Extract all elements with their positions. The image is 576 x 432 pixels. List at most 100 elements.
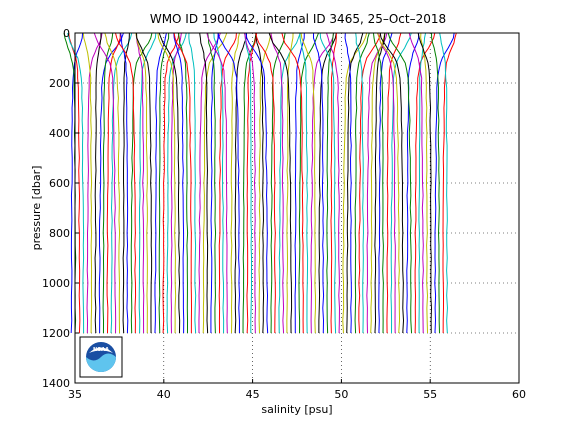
salinity-profile-line	[312, 32, 325, 334]
salinity-profile-line	[420, 32, 429, 334]
salinity-profile-line	[379, 32, 405, 334]
salinity-profile-line	[173, 32, 185, 334]
salinity-profile-line	[358, 32, 382, 334]
salinity-profile-line	[157, 32, 177, 334]
logo-text: NOAA	[93, 347, 109, 353]
salinity-profile-line	[98, 32, 124, 334]
salinity-profile-line	[310, 32, 335, 334]
salinity-profile-line	[104, 32, 121, 334]
salinity-profile-line	[245, 32, 269, 334]
salinity-profile-line	[408, 32, 424, 334]
salinity-profile-line	[158, 32, 170, 334]
salinity-profile-line	[370, 32, 386, 334]
salinity-profile-line	[86, 32, 103, 334]
salinity-profile-line	[299, 32, 309, 334]
salinity-profile-line	[418, 32, 427, 334]
salinity-profile-line	[430, 32, 440, 334]
salinity-profile-line	[355, 32, 364, 334]
y-tick-label: 800	[49, 227, 70, 240]
salinity-profile-line	[255, 32, 265, 334]
salinity-profile-line	[199, 32, 209, 334]
salinity-profile-line	[258, 32, 272, 334]
salinity-profile-line	[281, 32, 304, 334]
salinity-profile-line	[218, 32, 237, 334]
y-tick-label: 400	[49, 127, 70, 140]
salinity-profile-line	[366, 32, 388, 334]
chart-title: WMO ID 1900442, internal ID 3465, 25–Oct…	[150, 12, 446, 26]
salinity-profile-line	[67, 32, 85, 334]
x-tick-label: 45	[246, 388, 260, 401]
salinity-profile-line	[417, 32, 432, 334]
x-axis-label: salinity [psu]	[261, 403, 332, 416]
x-tick-label: 40	[157, 388, 171, 401]
salinity-profile-line	[318, 32, 337, 334]
salinity-profile-line	[390, 32, 412, 334]
salinity-profile-line	[198, 32, 221, 334]
plot-area	[75, 33, 519, 383]
salinity-profile-line	[82, 32, 93, 334]
salinity-profile-line	[270, 32, 285, 334]
salinity-profile-line	[377, 32, 396, 334]
salinity-profile-line	[207, 32, 217, 334]
salinity-profile-line	[319, 32, 337, 334]
y-tick-label: 1200	[42, 327, 70, 340]
salinity-profile-line	[255, 32, 276, 334]
salinity-profile-line	[119, 32, 129, 334]
salinity-profile-line	[135, 32, 145, 334]
salinity-profile-line	[154, 32, 167, 334]
x-tick-label: 55	[423, 388, 437, 401]
salinity-profile-line	[268, 32, 293, 334]
salinity-profile-line	[270, 32, 286, 334]
salinity-profile-line	[387, 32, 413, 334]
y-tick-label: 600	[49, 177, 70, 190]
salinity-profile-line	[173, 32, 193, 334]
y-axis-label: pressure [dbar]	[30, 166, 43, 251]
x-tick-label: 35	[68, 388, 82, 401]
salinity-profile-line	[286, 32, 294, 334]
salinity-profile-line	[378, 32, 393, 334]
x-tick-label: 50	[334, 388, 348, 401]
salinity-profile-line	[439, 32, 448, 334]
y-tick-label: 0	[63, 27, 70, 40]
series-group	[63, 32, 457, 334]
salinity-profile-line	[300, 32, 317, 334]
salinity-profile-line	[135, 32, 148, 334]
salinity-profile-line	[346, 32, 364, 334]
salinity-profile-line	[434, 32, 455, 334]
y-tick-label: 1000	[42, 277, 70, 290]
salinity-profile-line	[234, 32, 248, 334]
salinity-profile-line	[138, 32, 157, 334]
salinity-profile-line	[93, 32, 117, 334]
salinity-profile-line	[206, 32, 228, 334]
plot-frame	[74, 32, 520, 384]
y-tick-label: 1400	[42, 377, 70, 390]
salinity-profile-line	[344, 32, 352, 334]
salinity-profile-line	[230, 32, 241, 334]
salinity-profile-line	[244, 32, 253, 334]
salinity-profile-line	[294, 32, 305, 334]
y-tick-label: 200	[49, 77, 70, 90]
salinity-profile-line	[170, 32, 182, 334]
salinity-profile-line	[354, 32, 370, 334]
salinity-profile-line	[406, 32, 420, 334]
salinity-profile-line	[372, 32, 384, 334]
salinity-profile-line	[114, 32, 137, 334]
salinity-profile-line	[210, 32, 219, 333]
salinity-profile-line	[162, 32, 180, 334]
noaa-logo: NOAA	[79, 336, 123, 378]
salinity-profile-line	[136, 32, 153, 334]
salinity-profile-line	[278, 32, 301, 334]
salinity-profile-line	[106, 32, 121, 334]
salinity-profile-line	[68, 32, 81, 334]
salinity-profile-line	[110, 32, 133, 334]
salinity-profile-line	[122, 32, 130, 334]
salinity-profile-line	[414, 32, 436, 334]
salinity-profile-line	[298, 32, 319, 334]
salinity-profile-line	[326, 32, 340, 334]
x-tick-label: 60	[512, 388, 526, 401]
salinity-profile-line	[188, 32, 197, 334]
salinity-profile-line	[386, 32, 402, 334]
salinity-profile-line	[376, 32, 401, 334]
